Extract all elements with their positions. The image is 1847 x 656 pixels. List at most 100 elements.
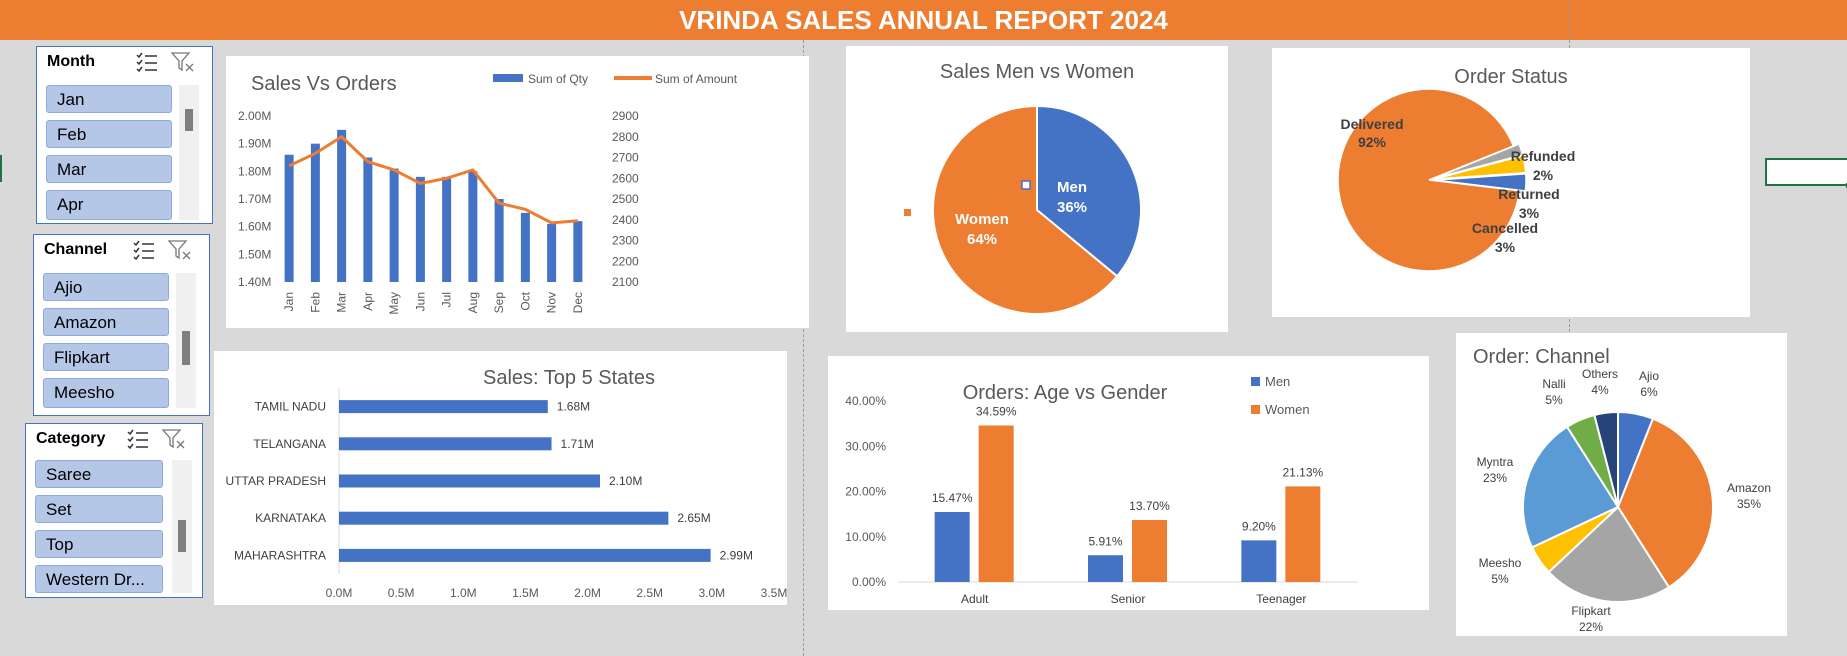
- data-label: 2.10M: [609, 474, 642, 488]
- scrollbar-thumb[interactable]: [178, 520, 186, 552]
- bar-qty: [468, 171, 478, 282]
- x-tick-label: Dec: [571, 292, 585, 313]
- slicer-month[interactable]: Month Jan Feb Mar Apr: [36, 46, 213, 224]
- sales-vs-orders-svg: Sales Vs Orders Sum of Qty Sum of Amount 2.…: [238, 72, 738, 315]
- chart-title: Order Status: [1454, 66, 1567, 88]
- sales-men-vs-women-svg: Sales Men vs Women Men 36% Women 64%: [904, 61, 1142, 315]
- multi-select-icon[interactable]: [126, 428, 150, 450]
- x-tick-label: 1.0M: [450, 586, 477, 600]
- chart-sales-vs-orders[interactable]: Sales Vs Orders Sum of Qty Sum of Amount 2.…: [226, 56, 809, 328]
- chart-order-channel[interactable]: Order: Channel Ajio 6% Amazon 35% Flipkart 22%…: [1456, 333, 1787, 636]
- pie-label-name: Flipkart: [1571, 604, 1611, 618]
- slicer-item[interactable]: Mar: [46, 155, 172, 183]
- pie-label-value: 2%: [1533, 167, 1554, 183]
- y-tick-label: TAMIL NADU: [255, 400, 326, 414]
- clear-filter-icon[interactable]: [162, 428, 186, 450]
- x-tick-label: 0.5M: [388, 586, 415, 600]
- cell-edge: [0, 155, 2, 182]
- top-5-states-svg: Sales: Top 5 States 0.0M 0.5M 1.0M 1.5M 2.0M 2…: [226, 367, 788, 600]
- slicer-item[interactable]: Set: [35, 495, 163, 523]
- y-tick-label: 1.80M: [238, 164, 271, 178]
- line-amount: [288, 135, 578, 225]
- x-tick-label: Jul: [440, 292, 454, 307]
- y-tick-label: 30.00%: [845, 439, 886, 453]
- clear-filter-icon[interactable]: [168, 239, 192, 261]
- chart-title: Sales Men vs Women: [940, 61, 1134, 83]
- chart-top-5-states[interactable]: Sales: Top 5 States 0.0M 0.5M 1.0M 1.5M 2.0M 2…: [214, 351, 787, 605]
- bar-qty: [284, 154, 294, 282]
- slicer-item[interactable]: Flipkart: [43, 343, 169, 371]
- x-tick-label: 3.0M: [699, 586, 726, 600]
- active-cell[interactable]: [1765, 158, 1847, 188]
- pie-slice-myntra: [1522, 425, 1620, 549]
- slicer-item[interactable]: Western Dr...: [35, 565, 163, 593]
- multi-select-icon[interactable]: [135, 51, 159, 73]
- legend-swatch-women: [1251, 405, 1260, 414]
- data-label: 21.13%: [1282, 465, 1323, 479]
- x-tick-label: Sep: [492, 292, 506, 314]
- y2-tick-label: 2100: [612, 275, 639, 289]
- y-tick-label: 2.00M: [238, 109, 271, 123]
- chart-title: Sales Vs Orders: [251, 73, 397, 95]
- slicer-item[interactable]: Apr: [46, 190, 172, 220]
- slicer-channel[interactable]: Channel Ajio Amazon Flipkart Meesho: [33, 234, 210, 416]
- chart-age-vs-gender[interactable]: Orders: Age vs Gender Men Women 40.00% 30.00…: [828, 356, 1429, 610]
- scrollbar[interactable]: [179, 85, 199, 220]
- slicer-category[interactable]: Category Saree Set Top Western Dr...: [25, 423, 203, 598]
- pie-slice-returned: [1434, 154, 1527, 180]
- scrollbar[interactable]: [172, 460, 192, 593]
- chart-title: Sales: Top 5 States: [483, 367, 655, 389]
- y2-tick-label: 2600: [612, 171, 639, 185]
- y2-tick-label: 2900: [612, 109, 639, 123]
- x-tick-label: 1.5M: [512, 586, 539, 600]
- x-tick-label: Adult: [961, 592, 989, 606]
- clear-filter-icon[interactable]: [171, 51, 195, 73]
- slicer-item[interactable]: Amazon: [43, 308, 169, 336]
- pie-label-value: 6%: [1640, 385, 1658, 399]
- multi-select-icon[interactable]: [132, 239, 156, 261]
- slicer-item[interactable]: Saree: [35, 460, 163, 488]
- pie-label-value: 64%: [967, 231, 997, 248]
- y-tick-label: 1.70M: [238, 192, 271, 206]
- legend-label-men: Men: [1265, 374, 1290, 389]
- y-tick-label: 1.50M: [238, 247, 271, 261]
- bar-qty: [415, 176, 425, 282]
- bar-men: [1241, 540, 1277, 582]
- y-tick-label: 1.90M: [238, 137, 271, 151]
- scrollbar-thumb[interactable]: [185, 109, 193, 131]
- scrollbar[interactable]: [176, 273, 196, 408]
- x-tick-label: Senior: [1111, 592, 1146, 606]
- y2-tick-label: 2300: [612, 234, 639, 248]
- pie-label-value: 35%: [1737, 497, 1761, 511]
- pie-label-name: Myntra: [1477, 455, 1514, 469]
- pie-label-value: 23%: [1483, 471, 1507, 485]
- slicer-item[interactable]: Ajio: [43, 273, 169, 301]
- x-tick-label: Aug: [466, 292, 480, 313]
- bar-qty: [389, 168, 399, 282]
- y-tick-label: MAHARASHTRA: [234, 548, 326, 562]
- pie-label-value: 5%: [1491, 572, 1509, 586]
- y2-tick-label: 2200: [612, 254, 639, 268]
- pie-label-name: Nalli: [1542, 377, 1565, 391]
- pie-label-name: Men: [1057, 179, 1087, 196]
- slicer-item[interactable]: Feb: [46, 120, 172, 148]
- legend-label-women: Women: [1265, 402, 1310, 417]
- legend-swatch-qty: [493, 74, 523, 82]
- data-label: 13.70%: [1129, 499, 1170, 513]
- pie-slice-delivered: [1337, 88, 1521, 272]
- pie-slice-cancelled: [1434, 172, 1527, 192]
- x-tick-label: Mar: [335, 292, 349, 313]
- pie-label-name: Returned: [1498, 186, 1559, 202]
- slicer-item[interactable]: Meesho: [43, 378, 169, 408]
- slicer-item[interactable]: Top: [35, 530, 163, 558]
- x-tick-label: Nov: [545, 292, 559, 313]
- chart-order-status[interactable]: Order Status Delivered 92% Refunded 2% Return…: [1272, 48, 1750, 317]
- scrollbar-thumb[interactable]: [182, 331, 190, 365]
- chart-sales-men-vs-women[interactable]: Sales Men vs Women Men 36% Women 64%: [846, 46, 1228, 332]
- bar-men: [934, 511, 970, 582]
- pie-slice-women: [932, 104, 1119, 315]
- y-tick-label: UTTAR PRADESH: [226, 474, 326, 488]
- slicer-item[interactable]: Jan: [46, 85, 172, 113]
- bar-qty: [363, 157, 373, 282]
- order-status-svg: Order Status Delivered 92% Refunded 2% Return…: [1337, 66, 1575, 272]
